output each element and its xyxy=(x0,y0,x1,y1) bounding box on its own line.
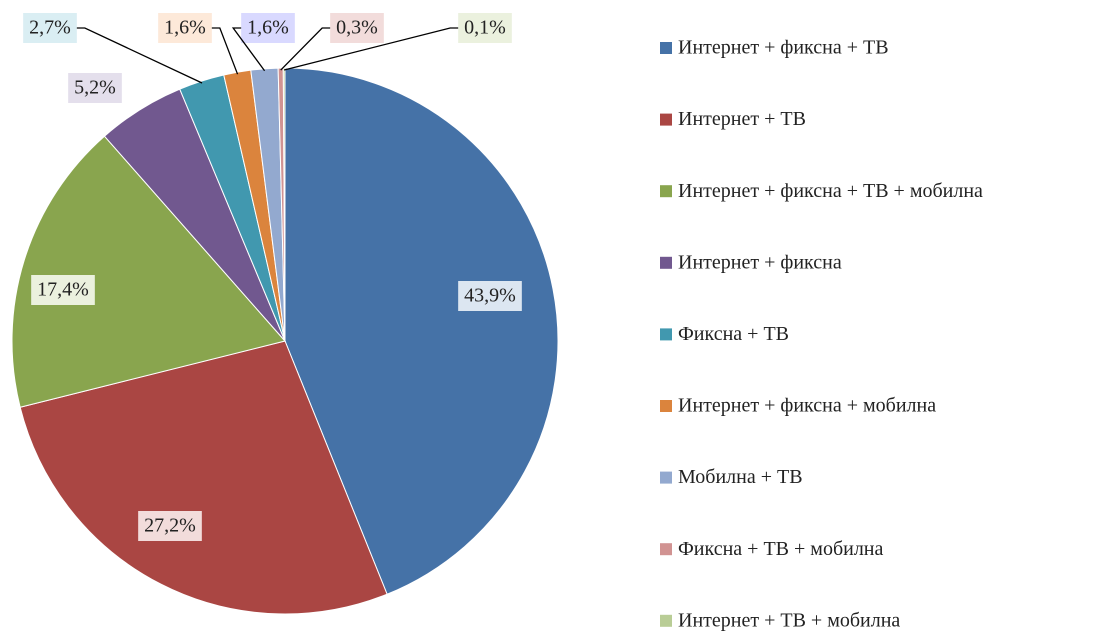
pie-slice xyxy=(19,340,388,615)
data-label: 43,9% xyxy=(458,281,522,311)
legend-swatch xyxy=(660,471,672,484)
legend-label: Интернет + фиксна + мобилна xyxy=(678,395,936,417)
leader-line xyxy=(283,27,459,71)
data-label-box xyxy=(138,511,202,541)
pie-slice xyxy=(284,67,559,595)
legend-swatch xyxy=(660,256,672,269)
leader-line xyxy=(211,27,239,75)
legend-label: Фиксна + ТВ xyxy=(678,323,789,345)
legend-swatch xyxy=(660,328,672,341)
data-label-box xyxy=(31,275,95,305)
data-label-text: 5,2% xyxy=(74,77,116,99)
legend-label: Интернет + ТВ xyxy=(678,108,806,130)
legend-swatch xyxy=(660,42,672,54)
data-label-text: 1,6% xyxy=(164,17,206,39)
data-label-box xyxy=(241,13,295,43)
data-label-text: 43,9% xyxy=(464,285,516,307)
data-label-text: 0,1% xyxy=(464,17,506,39)
legend-label: Мобилна + ТВ xyxy=(678,466,803,488)
data-label-text: 0,3% xyxy=(336,17,378,39)
legend-swatch xyxy=(660,614,672,627)
data-label-box xyxy=(68,73,122,103)
data-label-box xyxy=(158,13,212,43)
data-label-text: 1,6% xyxy=(247,17,289,39)
legend-label: Интернет + фиксна + ТВ xyxy=(678,37,889,59)
data-label: 27,2% xyxy=(138,511,202,541)
data-label-box xyxy=(330,13,384,43)
legend-swatch xyxy=(660,543,672,556)
data-label: 1,6% xyxy=(241,13,295,43)
data-label: 5,2% xyxy=(68,73,122,103)
data-label: 0,3% xyxy=(330,13,384,43)
legend-swatch xyxy=(660,185,672,198)
data-label-text: 2,7% xyxy=(29,17,71,39)
data-label-box xyxy=(458,13,512,43)
legend-swatch xyxy=(660,113,672,126)
data-label-text: 27,2% xyxy=(144,515,196,537)
legend-label: Интернет + фиксна xyxy=(678,251,842,273)
data-label-box xyxy=(23,13,77,43)
data-label: 17,4% xyxy=(31,275,95,305)
data-label: 1,6% xyxy=(158,13,212,43)
data-label-box xyxy=(458,281,522,311)
legend-label: Интернет + ТВ + мобилна xyxy=(678,609,900,631)
legend-label: Интернет + фиксна + ТВ + мобилна xyxy=(678,180,983,202)
data-label: 2,7% xyxy=(23,13,77,43)
legend-label: Фиксна + ТВ + мобилна xyxy=(678,538,884,560)
data-label-text: 17,4% xyxy=(37,279,89,301)
leader-line xyxy=(76,27,203,84)
leader-line xyxy=(280,27,331,71)
legend-swatch xyxy=(660,400,672,412)
data-label: 0,1% xyxy=(458,13,512,43)
leader-line xyxy=(231,27,266,72)
pie-slice xyxy=(11,135,286,408)
